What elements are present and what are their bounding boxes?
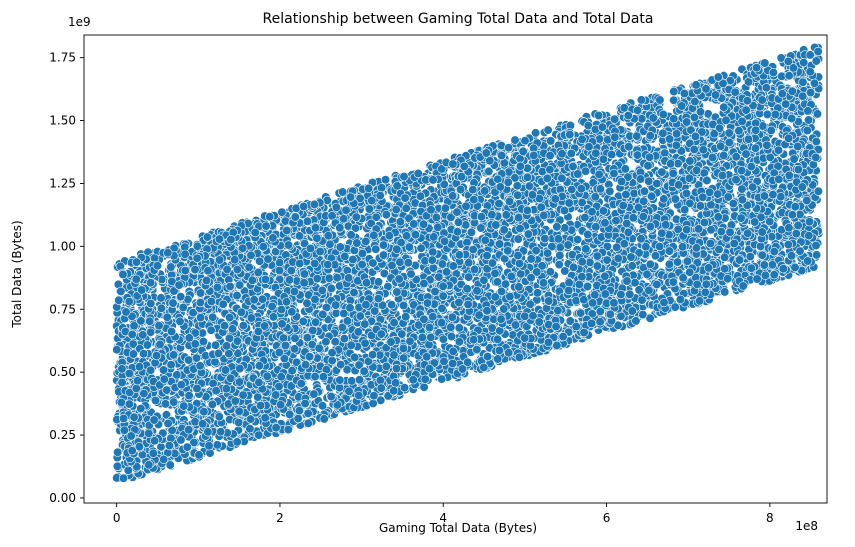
scatter-points bbox=[112, 42, 824, 483]
chart-title: Relationship between Gaming Total Data a… bbox=[263, 11, 654, 27]
scatter-point bbox=[510, 135, 520, 145]
scatter-point bbox=[326, 283, 337, 294]
y-offset-label: 1e9 bbox=[68, 15, 91, 29]
scatter-point bbox=[543, 125, 553, 135]
